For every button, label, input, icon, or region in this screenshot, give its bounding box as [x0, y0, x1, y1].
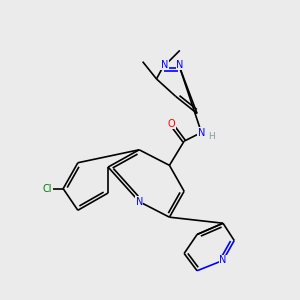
- Text: H: H: [208, 133, 215, 142]
- Text: Cl: Cl: [43, 184, 52, 194]
- Text: N: N: [176, 60, 184, 70]
- Text: N: N: [161, 60, 168, 70]
- Text: N: N: [198, 128, 205, 137]
- Text: N: N: [219, 255, 227, 266]
- Text: O: O: [167, 119, 175, 129]
- Text: N: N: [136, 196, 143, 207]
